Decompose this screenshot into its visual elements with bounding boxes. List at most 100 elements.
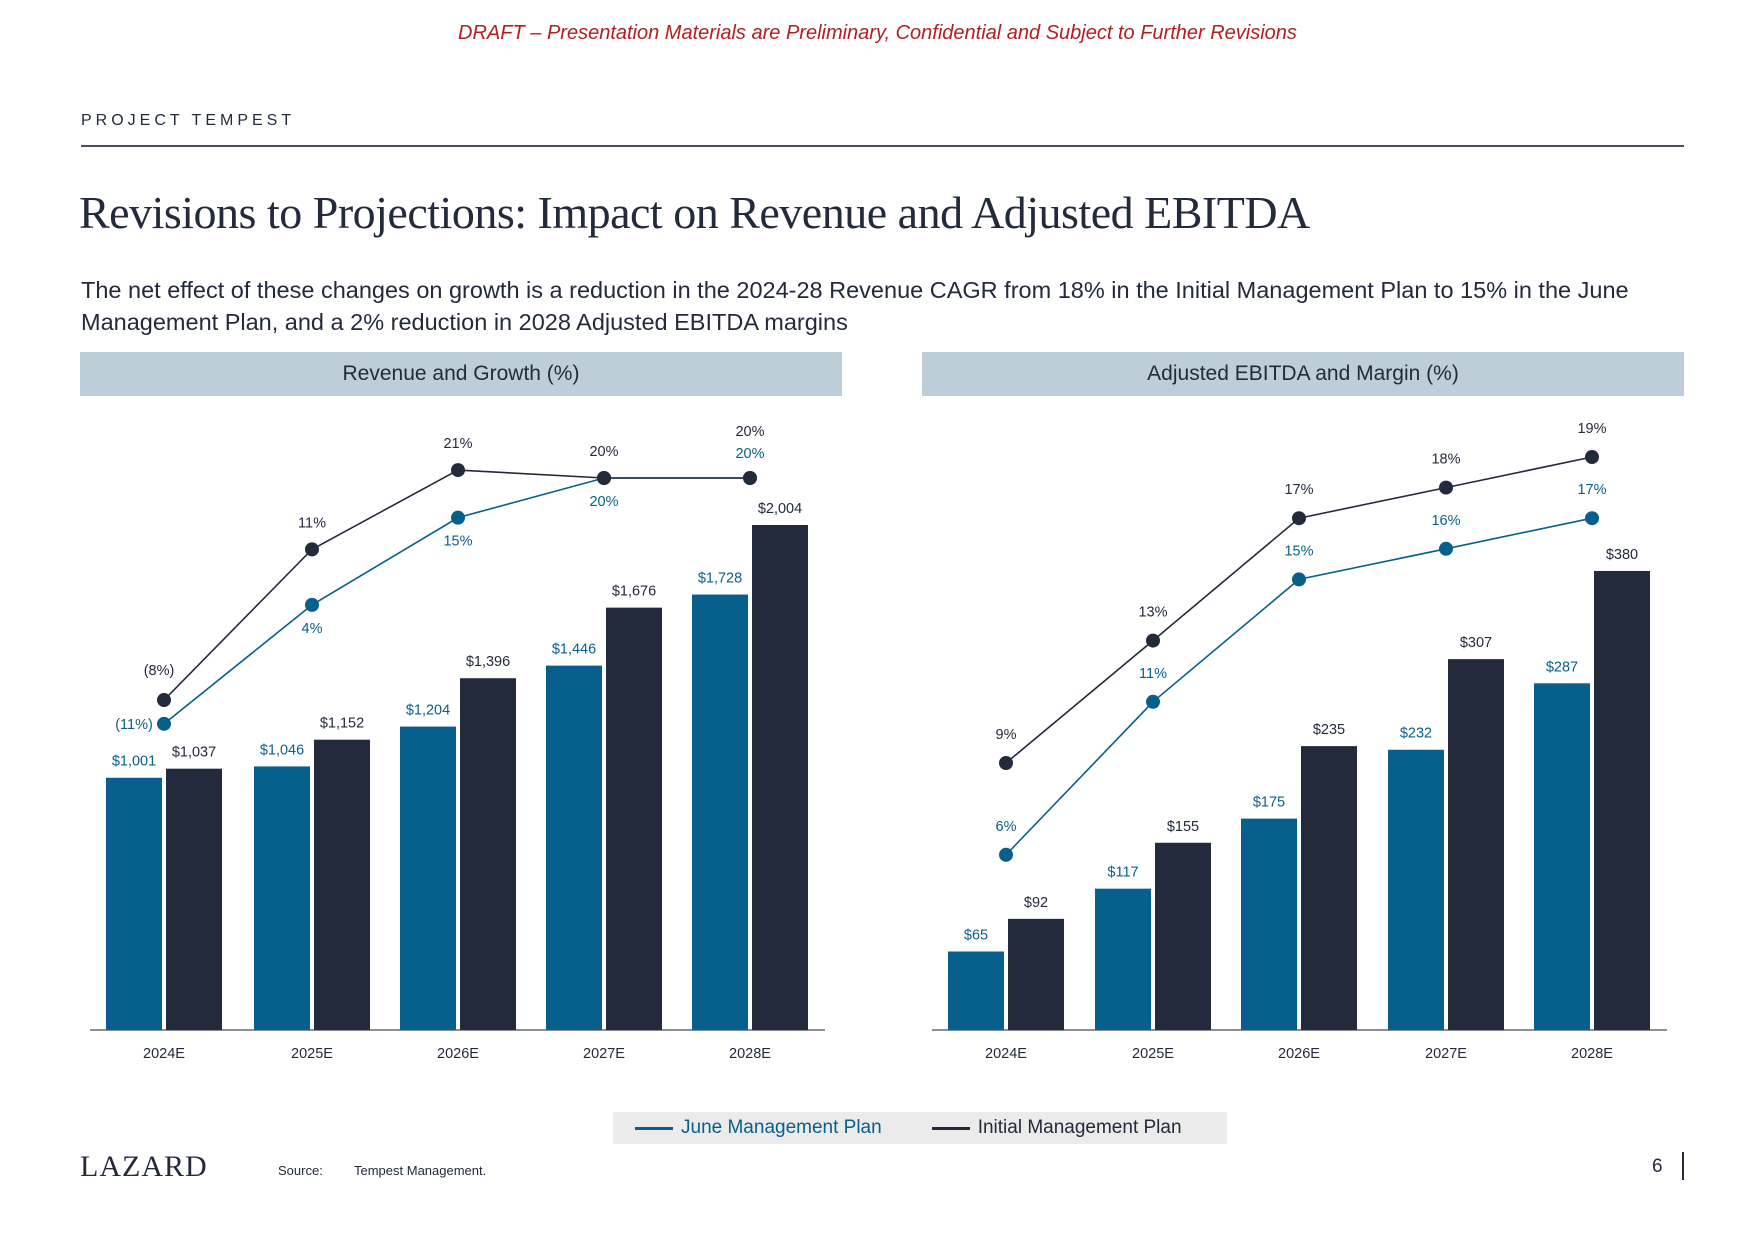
revenue-bar-initial: [166, 768, 222, 1030]
revenue-line-label-june: 20%: [735, 446, 764, 462]
revenue-line-label-june: (11%): [115, 717, 153, 733]
ebitda-bar-label-june: $287: [1546, 659, 1578, 675]
revenue-line-initial: [163, 469, 750, 701]
page-title: Revisions to Projections: Impact on Reve…: [79, 187, 1310, 238]
ebitda-line-label-june: 16%: [1431, 513, 1460, 529]
revenue-line-label-june: 4%: [302, 621, 323, 637]
ebitda-category-label: 2025E: [1132, 1046, 1174, 1062]
source-label: Source:: [278, 1163, 323, 1178]
ebitda-line-label-initial: 13%: [1138, 605, 1167, 621]
revenue-line-label-initial: 20%: [735, 424, 764, 440]
header-divider: [81, 145, 1684, 147]
ebitda-bar-label-june: $117: [1107, 865, 1138, 881]
ebitda-bar-label-june: $175: [1253, 795, 1285, 811]
revenue-bar-initial: [606, 607, 662, 1030]
revenue-category-label: 2026E: [437, 1046, 479, 1062]
revenue-bar-label-initial: $1,396: [466, 654, 510, 670]
ebitda-bar-june: [1095, 888, 1151, 1030]
ebitda-line-label-initial: 17%: [1284, 482, 1313, 498]
legend-line-icon-initial: [931, 1126, 970, 1130]
revenue-bar-label-june: $1,001: [112, 754, 156, 770]
ebitda-bar-label-initial: $380: [1606, 547, 1638, 563]
revenue-bar-initial: [752, 524, 808, 1030]
legend-item-june: June Management Plan: [635, 1117, 882, 1139]
ebitda-point-june: [1292, 572, 1306, 587]
legend-label-june: June Management Plan: [681, 1117, 882, 1138]
draft-notice: DRAFT – Presentation Materials are Preli…: [458, 22, 1297, 44]
revenue-bar-initial: [314, 739, 370, 1030]
ebitda-point-initial: [1439, 480, 1453, 495]
ebitda-point-june: [999, 847, 1013, 862]
ebitda-line-label-initial: 19%: [1577, 421, 1606, 437]
ebitda-bar-initial: [1448, 659, 1504, 1030]
ebitda-point-initial: [999, 756, 1013, 770]
revenue-point-initial: [157, 693, 171, 708]
legend-label-initial: Initial Management Plan: [977, 1117, 1182, 1138]
ebitda-line-label-june: 6%: [996, 819, 1017, 835]
revenue-chart-title: Revenue and Growth (%): [80, 352, 842, 396]
ebitda-line-label-june: 11%: [1139, 666, 1167, 682]
ebitda-chart-title: Adjusted EBITDA and Margin (%): [922, 352, 1684, 396]
ebitda-line-label-june: 15%: [1284, 543, 1313, 559]
ebitda-point-june: [1146, 694, 1160, 709]
revenue-bar-label-june: $1,046: [260, 742, 304, 758]
revenue-point-initial: [597, 471, 611, 485]
revenue-line-label-june: 20%: [589, 494, 618, 510]
page-number: 6: [1652, 1156, 1663, 1177]
revenue-bar-label-initial: $1,676: [612, 584, 656, 600]
revenue-bar-label-initial: $1,152: [320, 716, 364, 732]
revenue-line-label-initial: 11%: [298, 515, 326, 531]
revenue-bar-june: [692, 594, 748, 1030]
revenue-point-initial: [743, 471, 757, 485]
ebitda-bar-june: [1388, 749, 1444, 1030]
revenue-point-initial: [451, 463, 465, 478]
legend-item-initial: Initial Management Plan: [931, 1117, 1182, 1139]
revenue-bar-june: [254, 766, 310, 1030]
revenue-category-label: 2025E: [291, 1046, 333, 1062]
ebitda-category-label: 2026E: [1278, 1046, 1320, 1062]
revenue-bar-label-june: $1,204: [406, 703, 450, 719]
ebitda-bar-label-june: $65: [964, 927, 988, 943]
revenue-bar-june: [546, 665, 602, 1030]
revenue-point-june: [305, 597, 319, 612]
ebitda-line-label-initial: 9%: [996, 727, 1017, 743]
ebitda-bar-initial: [1008, 918, 1064, 1030]
revenue-bar-initial: [460, 678, 516, 1030]
revenue-bar-label-june: $1,728: [698, 571, 742, 587]
ebitda-bar-june: [948, 951, 1004, 1030]
ebitda-line-label-initial: 18%: [1431, 452, 1460, 468]
ebitda-line-label-june: 17%: [1577, 482, 1606, 498]
ebitda-bar-label-initial: $155: [1167, 819, 1199, 835]
ebitda-line-june: [1005, 517, 1593, 856]
revenue-category-label: 2024E: [143, 1046, 185, 1062]
legend-line-icon-june: [635, 1126, 673, 1130]
revenue-bar-label-initial: $2,004: [758, 501, 802, 517]
revenue-point-june: [451, 510, 465, 525]
revenue-line-label-initial: 21%: [443, 436, 472, 452]
ebitda-bar-label-initial: $307: [1460, 635, 1492, 651]
ebitda-point-june: [1439, 541, 1453, 556]
ebitda-point-initial: [1146, 633, 1160, 648]
ebitda-category-label: 2027E: [1425, 1046, 1467, 1062]
page-number-divider: [1682, 1152, 1684, 1180]
project-name: PROJECT TEMPEST: [81, 112, 296, 129]
ebitda-point-initial: [1585, 450, 1599, 464]
revenue-bar-label-initial: $1,037: [172, 745, 216, 761]
page-subtitle: The net effect of these changes on growt…: [81, 277, 1629, 335]
ebitda-bar-label-initial: $92: [1024, 895, 1048, 911]
revenue-bar-label-june: $1,446: [552, 642, 596, 658]
ebitda-line-initial: [1005, 456, 1593, 764]
revenue-line-label-initial: 20%: [589, 444, 618, 460]
ebitda-bar-initial: [1594, 570, 1650, 1030]
ebitda-bar-initial: [1155, 842, 1211, 1030]
ebitda-category-label: 2024E: [985, 1046, 1027, 1062]
revenue-line-label-june: 15%: [443, 534, 472, 550]
revenue-category-label: 2028E: [729, 1046, 771, 1062]
revenue-bar-june: [106, 777, 162, 1030]
ebitda-bar-label-june: $232: [1400, 726, 1432, 742]
revenue-bar-june: [400, 726, 456, 1030]
revenue-point-june: [157, 716, 171, 731]
ebitda-bar-june: [1241, 818, 1297, 1030]
legend: June Management Plan Initial Management …: [613, 1112, 1227, 1144]
